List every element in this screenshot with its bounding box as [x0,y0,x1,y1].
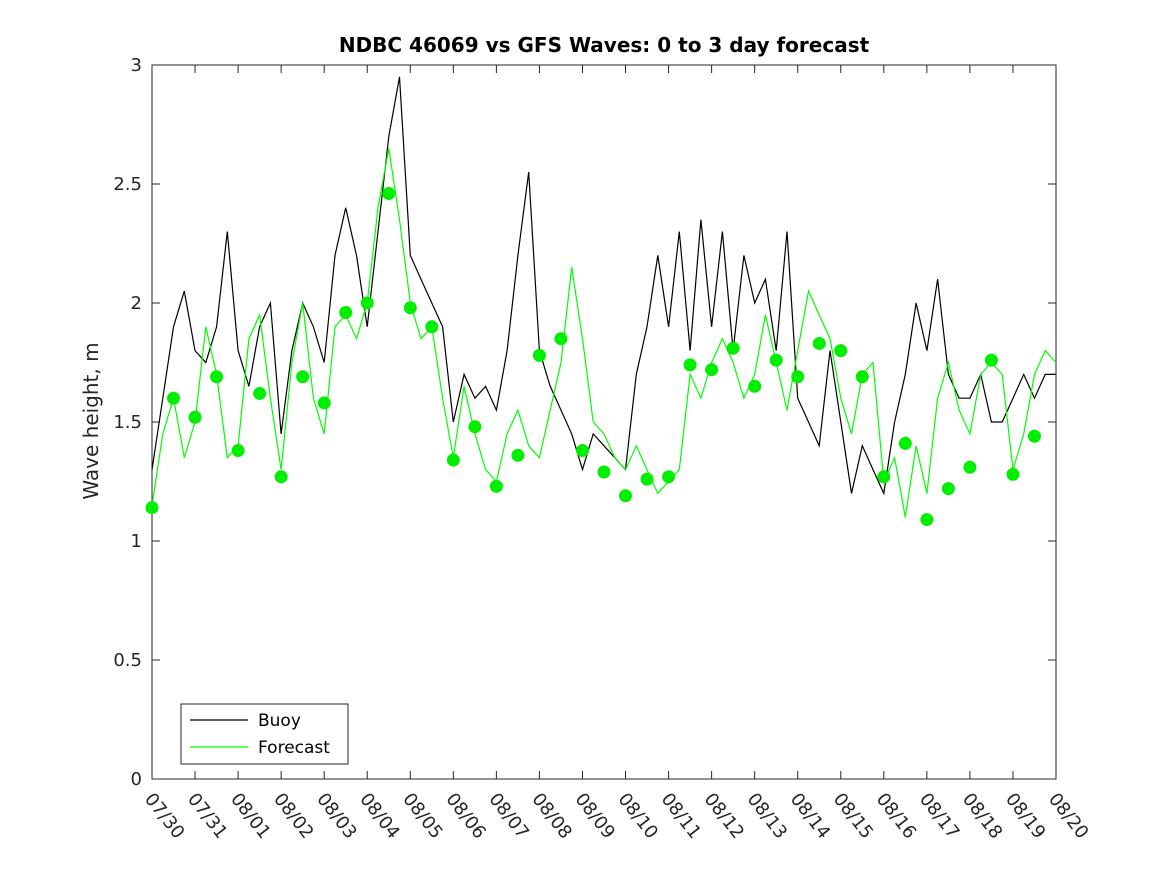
y-axis-label: Wave height, m [79,342,103,499]
forecast-marker [446,453,460,467]
forecast-marker [984,353,998,367]
forecast-marker [877,470,891,484]
forecast-marker [274,470,288,484]
forecast-marker [941,482,955,496]
forecast-marker [296,370,310,384]
forecast-marker [532,348,546,362]
forecast-marker [575,444,589,458]
forecast-marker [511,448,525,462]
forecast-marker [339,306,353,320]
y-tick-label: 1 [131,531,142,552]
forecast-marker [145,501,159,515]
forecast-marker [963,460,977,474]
forecast-marker [662,470,676,484]
legend-label-forecast: Forecast [258,738,330,758]
forecast-marker [210,370,224,384]
forecast-marker [554,332,568,346]
legend-box [180,703,349,765]
forecast-marker [597,465,611,479]
forecast-marker [619,489,633,503]
forecast-marker [425,320,439,334]
forecast-marker [403,301,417,315]
forecast-marker [726,341,740,355]
forecast-marker [683,358,697,372]
y-tick-label: 1.5 [113,412,142,433]
forecast-marker [489,479,503,493]
forecast-marker [188,410,202,424]
forecast-marker [748,379,762,393]
forecast-marker [812,336,826,350]
series-line-forecast [151,148,1057,518]
forecast-marker [231,444,245,458]
y-tick-label: 0.5 [113,650,142,671]
y-tick-label: 2 [131,293,142,314]
y-tick-label: 2.5 [113,174,142,195]
forecast-marker [1006,467,1020,481]
forecast-marker [791,370,805,384]
forecast-marker [167,391,181,405]
y-tick-label: 3 [131,55,142,76]
legend-label-buoy: Buoy [258,711,301,731]
forecast-marker [705,363,719,377]
y-tick-label: 0 [131,769,142,790]
forecast-marker [360,296,374,310]
forecast-marker [382,187,396,201]
forecast-marker [769,353,783,367]
forecast-marker [468,420,482,434]
forecast-marker [317,396,331,410]
forecast-marker [1027,429,1041,443]
forecast-marker [640,472,654,486]
legend: Buoy Forecast [180,703,349,765]
forecast-marker [834,344,848,358]
forecast-marker [855,370,869,384]
forecast-marker [898,436,912,450]
chart-title: NDBC 46069 vs GFS Waves: 0 to 3 day fore… [339,33,870,57]
forecast-marker [253,386,267,400]
forecast-marker [920,513,934,527]
